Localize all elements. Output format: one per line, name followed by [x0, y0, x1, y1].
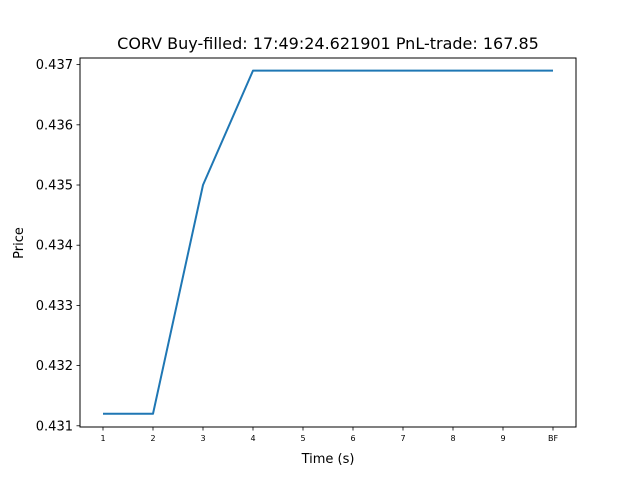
x-tick-label: 2 [150, 434, 155, 443]
x-axis-label: Time (s) [301, 452, 355, 467]
series-layer [103, 69, 553, 415]
price-line [103, 69, 553, 415]
x-tick-label: 1 [100, 434, 105, 443]
x-tick-label: 7 [400, 434, 405, 443]
x-axis-ticks: 1 2 3 4 5 6 7 8 9 BF [100, 427, 558, 443]
y-tick-label: 0.431 [36, 419, 73, 434]
y-axis-ticks: 0.431 0.432 0.433 0.434 0.435 0.436 0.437 [36, 58, 80, 434]
y-axis-label: Price [12, 227, 27, 259]
y-tick-label: 0.432 [36, 359, 73, 374]
x-tick-label: 9 [500, 434, 505, 443]
y-tick-label: 0.437 [36, 58, 73, 73]
plot-frame [79, 57, 577, 428]
x-tick-label: 8 [450, 434, 455, 443]
chart-title: CORV Buy-filled: 17:49:24.621901 PnL-tra… [117, 34, 539, 53]
y-tick-label: 0.436 [36, 118, 73, 133]
y-tick-label: 0.435 [36, 179, 73, 194]
y-tick-label: 0.433 [36, 299, 73, 314]
x-tick-label: 3 [200, 434, 205, 443]
y-tick-label: 0.434 [36, 239, 73, 254]
x-tick-label: 5 [300, 434, 305, 443]
x-tick-label: 4 [250, 434, 255, 443]
x-tick-label: 6 [350, 434, 355, 443]
plot-area [79, 57, 577, 428]
x-tick-label: BF [548, 434, 558, 443]
